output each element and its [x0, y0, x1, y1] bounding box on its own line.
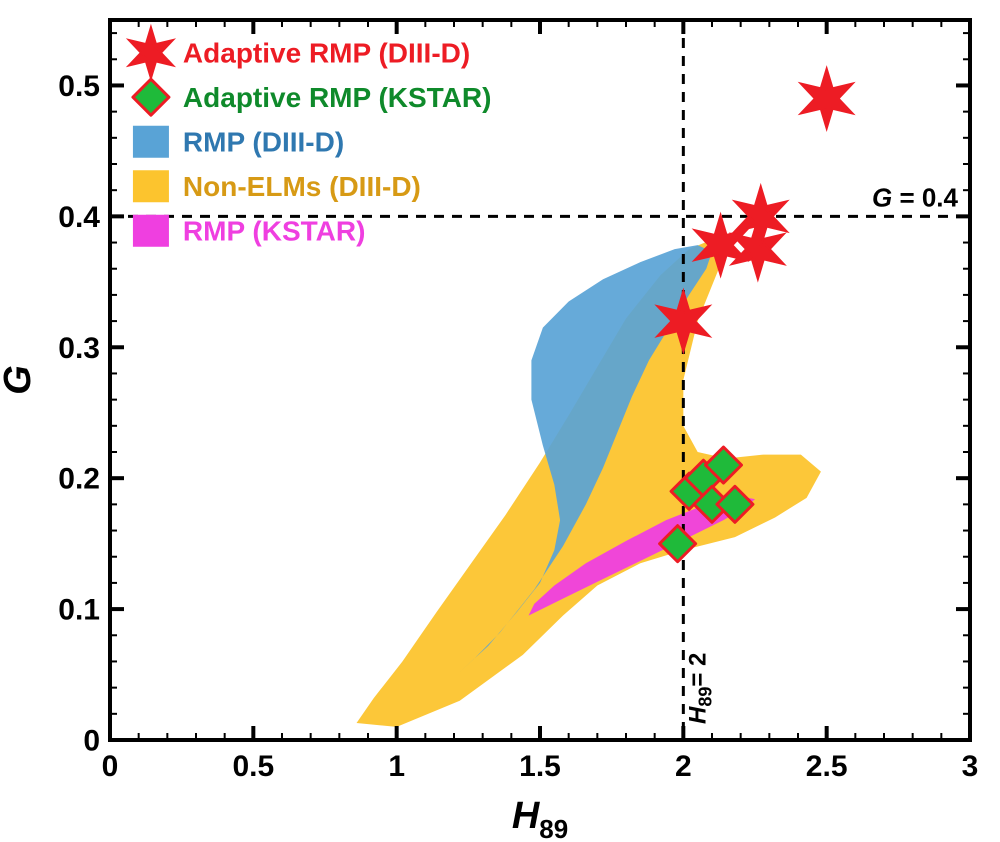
legend-label: Adaptive RMP (KSTAR)	[183, 82, 492, 113]
x-tick-label: 2	[675, 750, 692, 783]
y-tick-label: 0.1	[58, 594, 100, 627]
x-tick-label: 3	[962, 750, 979, 783]
legend-label: Non-ELMs (DIII-D)	[183, 171, 421, 202]
y-tick-label: 0	[83, 725, 100, 758]
legend-icon-swatch	[133, 170, 169, 202]
legend-label: Adaptive RMP (DIII-D)	[183, 38, 470, 69]
y-tick-label: 0.4	[58, 201, 100, 234]
legend-label: RMP (KSTAR)	[183, 216, 366, 247]
ref-label-horizontal: G = 0.4	[872, 182, 959, 212]
y-tick-label: 0.2	[58, 463, 100, 496]
x-tick-label: 0	[102, 750, 119, 783]
y-tick-label: 0.3	[58, 332, 100, 365]
x-tick-label: 2.5	[806, 750, 848, 783]
x-axis-title: H89	[512, 795, 568, 842]
chart-svg: 0 0.5 1 1.5 2 2.5 3 0 0.1 0.2 0.3 0.4 0.5 H89 G G = 0.4…	[0, 0, 1000, 842]
scatter-plot-g-vs-h89: 0 0.5 1 1.5 2 2.5 3 0 0.1 0.2 0.3 0.4 0.5 H89 G G = 0.4…	[0, 0, 1000, 842]
legend-icon-swatch	[133, 126, 169, 158]
y-tick-label: 0.5	[58, 70, 100, 103]
legend-label: RMP (DIII-D)	[183, 127, 344, 158]
x-tick-label: 1	[388, 750, 405, 783]
y-axis-title: G	[0, 365, 39, 395]
legend-icon-swatch	[133, 215, 169, 247]
x-tick-label: 1.5	[519, 750, 561, 783]
x-tick-label: 0.5	[232, 750, 274, 783]
